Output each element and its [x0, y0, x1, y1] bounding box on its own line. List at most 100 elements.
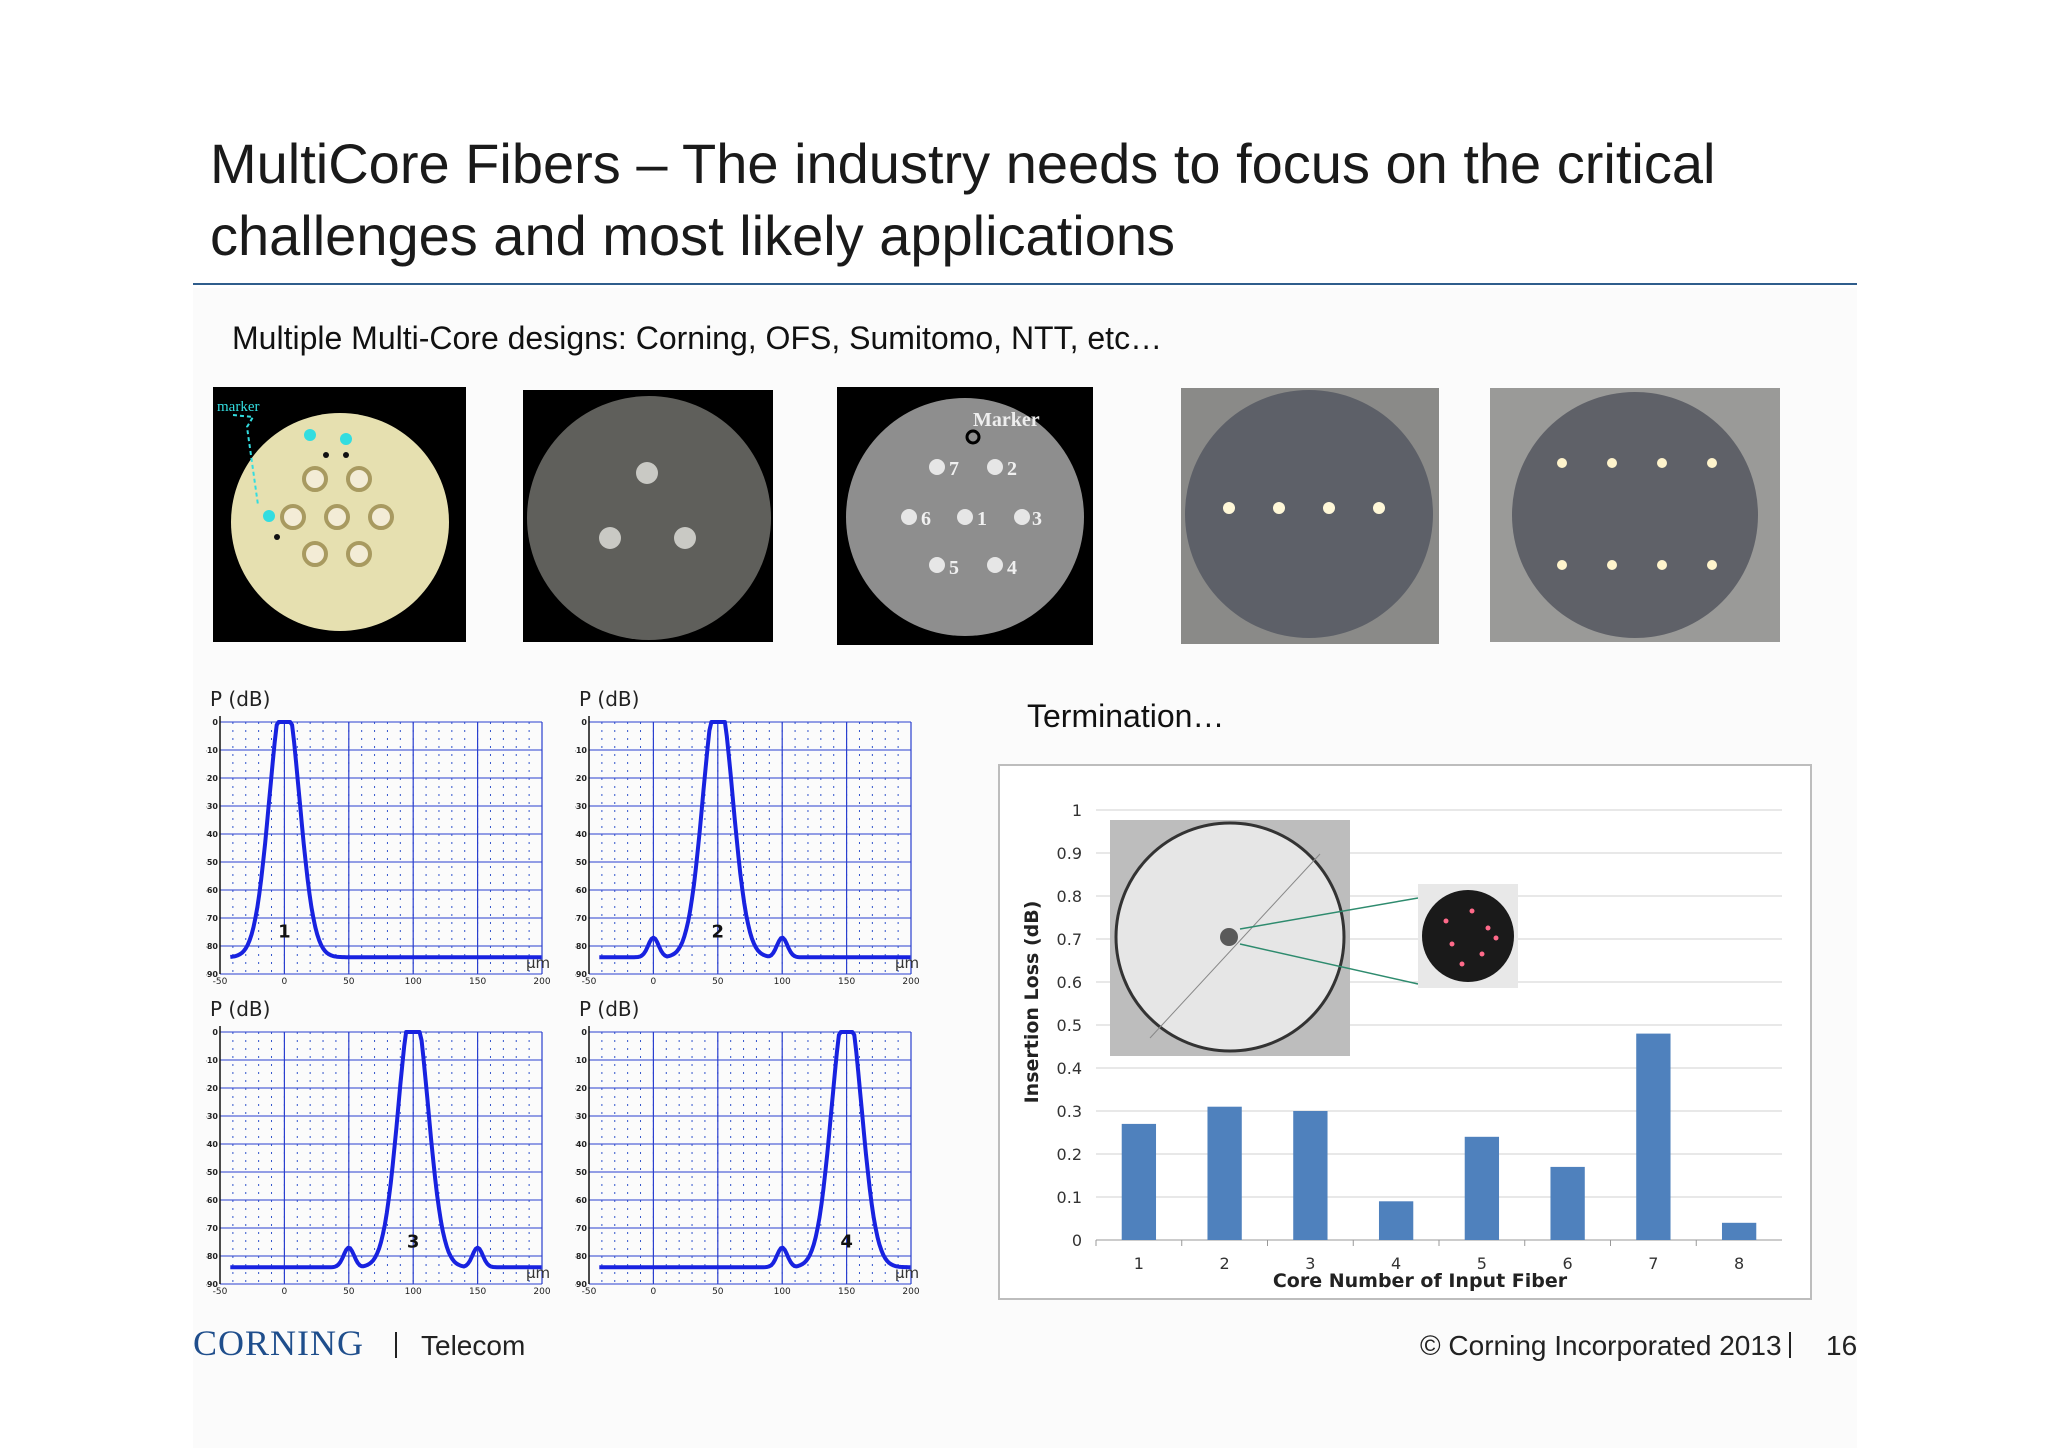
profile-x-tick: 0: [282, 977, 288, 984]
profile-y-label: P (dB): [579, 997, 639, 1021]
profile-y-tick: -70: [575, 1224, 587, 1233]
y-tick-label: 0.9: [1057, 844, 1082, 863]
profile-y-tick: -60: [206, 1196, 218, 1205]
slide-title: MultiCore Fibers – The industry needs to…: [210, 132, 1716, 267]
profile-y-label: P (dB): [210, 687, 270, 711]
profile-x-tick: -50: [213, 977, 228, 984]
profile-y-tick: -10: [206, 746, 218, 755]
core-number-label: 2: [1007, 458, 1017, 480]
core-label: 3: [407, 1232, 420, 1253]
profile-y-tick: -40: [206, 830, 218, 839]
profile-x-tick: 150: [838, 977, 855, 984]
profile-x-tick: 50: [712, 977, 724, 984]
profile-x-tick: 150: [469, 977, 486, 984]
profile-y-tick: -70: [575, 914, 587, 923]
footer-separator: [1789, 1332, 1791, 1358]
y-tick-label: 0.5: [1057, 1016, 1082, 1035]
insertion-loss-chart-frame: 0 0.1 0.2 0.3 0.4 0.5 0.6 0.7 0.8 0.9 1 1 2 3 4 5 6 7 8 C…: [998, 764, 1812, 1300]
profile-y-tick: -50: [206, 1168, 218, 1177]
core-number-label: 6: [921, 508, 931, 530]
profile-y-tick: -90: [206, 970, 218, 979]
profile-y-tick: -70: [206, 1224, 218, 1233]
core-number-label: 3: [1032, 508, 1042, 530]
x-tick-label: 4: [1391, 1254, 1401, 1273]
power-profile-panel: P (dB)0-10-20-30-40-50-60-70-80-90-50050…: [575, 997, 920, 1294]
profile-y-tick: -40: [575, 1140, 587, 1149]
profile-y-tick: -50: [575, 858, 587, 867]
fiber-photo-2: [523, 390, 773, 642]
y-tick-label: 0.7: [1057, 930, 1082, 949]
core-number-label: 4: [1007, 557, 1017, 579]
fiber-photo-5: [1490, 388, 1780, 642]
core-label: 2: [712, 922, 725, 943]
profile-y-tick: -60: [206, 886, 218, 895]
profile-y-tick: 0: [581, 718, 587, 727]
profile-x-tick: 100: [774, 1287, 791, 1294]
power-profile-panel: P (dB)0-10-20-30-40-50-60-70-80-90-50050…: [206, 687, 551, 984]
power-profile-curve: [599, 1030, 911, 1270]
core-label: 1: [278, 922, 291, 943]
profile-x-tick: 100: [774, 977, 791, 984]
profile-y-tick: 0: [212, 718, 218, 727]
power-profile-curve: [599, 720, 911, 960]
profile-y-tick: -60: [575, 1196, 587, 1205]
termination-label: Termination…: [1027, 698, 1225, 734]
bar: [1121, 1123, 1157, 1240]
x-tick-label: 2: [1220, 1254, 1230, 1273]
footer-separator: [395, 1332, 397, 1358]
footer-copyright: © Corning Incorporated 2013: [1420, 1330, 1782, 1361]
core-number-label: 5: [949, 557, 959, 579]
insertion-loss-chart: 0 0.1 0.2 0.3 0.4 0.5 0.6 0.7 0.8 0.9 1 1 2 3 4 5 6 7 8 C…: [1021, 801, 1782, 1292]
y-tick-label: 0: [1072, 1231, 1082, 1250]
x-tick-label: 5: [1477, 1254, 1487, 1273]
profile-y-label: P (dB): [579, 687, 639, 711]
x-tick-label: 1: [1134, 1254, 1144, 1273]
profile-x-tick: 150: [469, 1287, 486, 1294]
profile-y-tick: -40: [575, 830, 587, 839]
x-tick-label: 8: [1734, 1254, 1744, 1273]
core-number-label: 7: [949, 458, 959, 480]
profile-y-tick: -30: [206, 802, 218, 811]
profile-x-tick: 50: [343, 977, 355, 984]
bar: [1293, 1111, 1328, 1240]
profile-y-tick: -30: [575, 1112, 587, 1121]
profile-y-tick: -10: [206, 1056, 218, 1065]
profile-y-tick: 0: [581, 1028, 587, 1037]
profile-x-tick: -50: [213, 1287, 228, 1294]
profile-y-tick: -50: [206, 858, 218, 867]
y-tick-label: 0.3: [1057, 1102, 1082, 1121]
y-tick-label: 0.2: [1057, 1145, 1082, 1164]
y-axis-label: Insertion Loss (dB): [1021, 901, 1043, 1104]
profile-y-tick: -90: [575, 970, 587, 979]
title-divider: [193, 283, 1857, 285]
profile-x-tick: 100: [405, 977, 422, 984]
x-axis-label: Core Number of Input Fiber: [1273, 1270, 1568, 1292]
y-tick-label: 0.4: [1057, 1059, 1082, 1078]
profile-y-tick: -20: [575, 774, 587, 783]
profile-y-tick: -30: [575, 802, 587, 811]
bar: [1378, 1201, 1414, 1240]
profile-y-tick: 0: [212, 1028, 218, 1037]
profile-y-tick: -30: [206, 1112, 218, 1121]
fiber-inset-photo: [1418, 884, 1518, 988]
core-label: 4: [840, 1232, 853, 1253]
bar: [1636, 1033, 1671, 1240]
x-tick-label: 6: [1563, 1254, 1573, 1273]
profile-y-tick: -80: [206, 942, 218, 951]
fiber-photo-1: marker: [213, 387, 466, 642]
fiber-photo-4: [1181, 388, 1439, 644]
marker-label: Marker: [973, 409, 1040, 431]
profile-y-tick: -90: [575, 1280, 587, 1289]
profile-y-tick: -20: [575, 1084, 587, 1093]
power-profile-panel: P (dB)0-10-20-30-40-50-60-70-80-90-50050…: [206, 997, 551, 1294]
bar: [1464, 1136, 1500, 1240]
connector-photo: [1110, 820, 1419, 1056]
profile-y-tick: -70: [206, 914, 218, 923]
corning-logo: CORNING: [193, 1323, 365, 1363]
profile-x-tick: 200: [902, 1287, 919, 1294]
profile-x-tick: -50: [582, 977, 597, 984]
profile-x-tick: 200: [533, 1287, 550, 1294]
power-profile-curve: [230, 720, 542, 960]
page-number: 16: [1826, 1330, 1858, 1361]
profile-x-tick: 50: [712, 1287, 724, 1294]
